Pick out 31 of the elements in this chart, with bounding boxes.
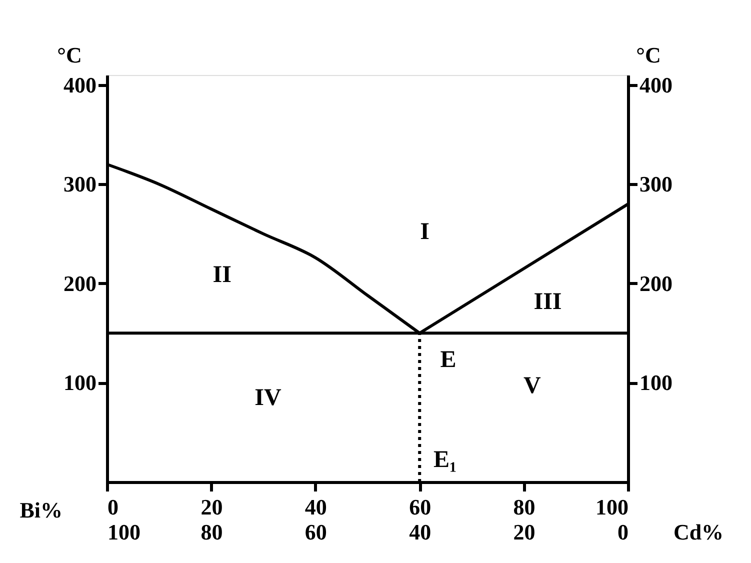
y2-tick-label: 100 (640, 370, 672, 396)
x-axis-title: Bi% (20, 498, 62, 522)
x-tick-label: 40 (304, 494, 327, 520)
annotation: III (534, 289, 562, 316)
y-axis-title: °C (57, 42, 82, 68)
x2-tick-label: 40 (409, 520, 432, 544)
y2-tick-label: 400 (640, 72, 672, 98)
x2-tick-label: 20 (513, 520, 536, 544)
annotation: I (420, 219, 430, 246)
x2-axis-title: Cd% (673, 520, 724, 544)
x2-tick-label: 100 (108, 520, 140, 544)
x-tick-label: 100 (596, 494, 628, 520)
y-tick-label: 200 (64, 270, 96, 296)
annotation: E₁ (434, 447, 457, 474)
x-tick-label: 80 (513, 494, 536, 520)
y-tick-label: 300 (64, 172, 96, 197)
annotation: II (212, 262, 232, 288)
x-tick-label: 60 (409, 494, 432, 520)
y2-axis-title: °C (636, 42, 661, 68)
x2-tick-label: 80 (200, 520, 223, 544)
x2-tick-label: 0 (618, 520, 628, 544)
annotation: IV (254, 385, 282, 412)
x-tick-label: 20 (200, 494, 223, 520)
y-tick-label: 100 (64, 370, 96, 396)
y2-tick-label: 200 (640, 270, 672, 296)
annotation: E (440, 346, 456, 373)
annotation: V (523, 372, 542, 399)
y-tick-label: 400 (64, 72, 96, 98)
x-tick-label: 0 (108, 494, 118, 520)
y2-tick-label: 300 (640, 172, 672, 197)
x2-tick-label: 60 (304, 520, 327, 544)
